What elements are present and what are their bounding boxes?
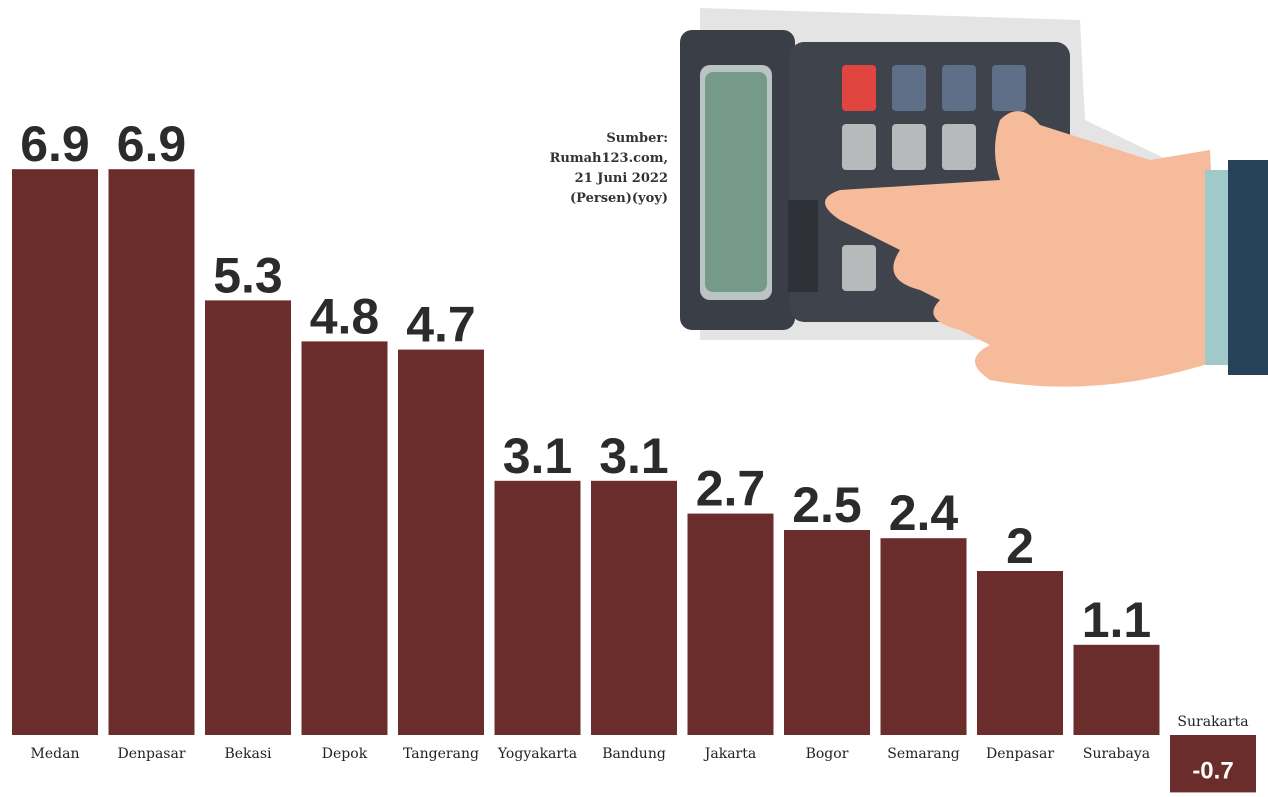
bar — [1170, 735, 1256, 793]
bar — [880, 538, 967, 735]
category-label: Medan — [31, 746, 80, 762]
category-label: Jakarta — [703, 746, 756, 762]
source-text: Sumber: — [606, 131, 668, 146]
category-label: Depok — [322, 746, 368, 762]
category-label: Semarang — [887, 746, 960, 762]
value-label: 2.4 — [889, 485, 959, 541]
bar — [205, 300, 291, 735]
value-label: 6.9 — [117, 116, 187, 172]
source-text: (Persen)(yoy) — [570, 191, 668, 206]
value-label: -0.7 — [1192, 757, 1233, 784]
category-label: Denpasar — [117, 746, 185, 762]
category-label: Bekasi — [224, 746, 272, 762]
bar — [108, 169, 195, 735]
category-label: Surakarta — [1177, 714, 1248, 730]
value-label: 5.3 — [213, 247, 283, 303]
category-label: Tangerang — [403, 746, 479, 762]
bar — [591, 480, 677, 735]
value-label: 3.1 — [599, 428, 669, 484]
bar — [687, 513, 774, 735]
value-label: 6.9 — [20, 116, 90, 172]
value-label: 4.8 — [310, 288, 380, 344]
bar — [301, 341, 388, 735]
bar — [1073, 644, 1160, 735]
value-label: 3.1 — [503, 428, 573, 484]
category-label: Bandung — [602, 746, 666, 762]
bar — [12, 169, 98, 735]
bar — [398, 349, 484, 735]
value-label: 4.7 — [406, 297, 476, 353]
value-label: 2 — [1006, 518, 1034, 574]
calculator-illustration — [680, 8, 1268, 387]
bar — [784, 530, 870, 735]
category-label: Yogyakarta — [497, 746, 577, 762]
bar — [494, 480, 581, 735]
category-label: Denpasar — [986, 746, 1054, 762]
value-label: 1.1 — [1082, 592, 1152, 648]
source-text: 21 Juni 2022 — [575, 171, 668, 186]
category-label: Bogor — [806, 746, 849, 762]
category-label: Surabaya — [1083, 746, 1150, 762]
bar — [977, 571, 1063, 735]
source-text: Rumah123.com, — [550, 151, 668, 166]
value-label: 2.7 — [696, 461, 766, 517]
value-label: 2.5 — [792, 477, 862, 533]
